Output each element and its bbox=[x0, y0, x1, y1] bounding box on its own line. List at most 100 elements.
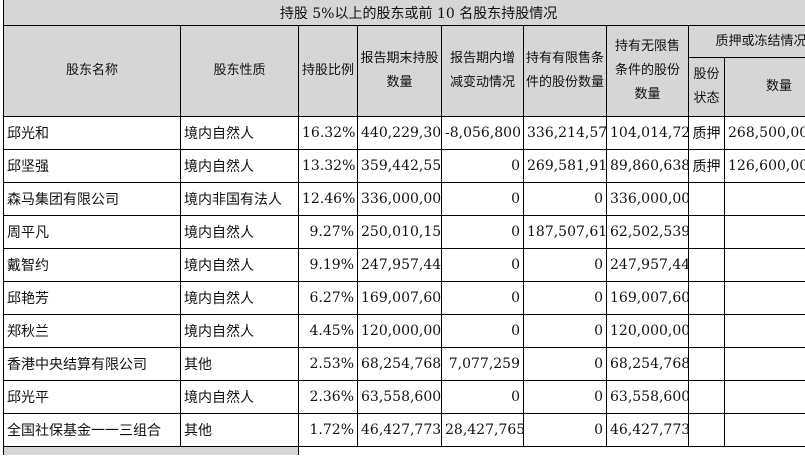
cell-ratio: 12.46% bbox=[298, 182, 358, 216]
cell-unrestricted: 336,000,000 bbox=[606, 182, 689, 216]
cell-pledge-status bbox=[688, 347, 725, 381]
cell-unrestricted: 63,558,600 bbox=[606, 380, 689, 414]
cell-ratio: 16.32% bbox=[298, 116, 358, 150]
cell-name: 周平凡 bbox=[3, 215, 181, 249]
cell-pledge-status: 质押 bbox=[688, 116, 725, 150]
cell-name: 戴智约 bbox=[3, 248, 181, 282]
cell-shares-end: 120,000,000 bbox=[357, 314, 442, 348]
cell-nature: 境内自然人 bbox=[180, 149, 299, 183]
table-row: 戴智约 境内自然人 9.19% 247,957,448 0 0 247,957,… bbox=[3, 248, 805, 282]
header-change-in-period: 报告期内增减变动情况 bbox=[441, 25, 524, 117]
cell-change: 0 bbox=[441, 380, 524, 414]
cell-pledge-status bbox=[688, 380, 725, 414]
cell-restricted: 0 bbox=[523, 380, 607, 414]
cell-pledge-status bbox=[688, 281, 725, 315]
next-section-row bbox=[3, 446, 805, 455]
header-shareholder-name: 股东名称 bbox=[3, 25, 181, 117]
cell-pledge-amount bbox=[723, 182, 805, 216]
cell-restricted: 336,214,575 bbox=[523, 116, 607, 150]
cell-ratio: 2.53% bbox=[298, 347, 358, 381]
cell-nature: 境内自然人 bbox=[180, 116, 299, 150]
cell-change: 7,077,259 bbox=[441, 347, 524, 381]
cell-shares-end: 247,957,448 bbox=[357, 248, 442, 282]
cell-unrestricted: 62,502,539 bbox=[606, 215, 689, 249]
cell-pledge-amount: 268,500,000 bbox=[723, 116, 805, 150]
cell-nature: 境内自然人 bbox=[180, 248, 299, 282]
table-title: 持股 5%以上的股东或前 10 名股东持股情况 bbox=[2, 0, 805, 26]
next-section-header-cell bbox=[3, 446, 299, 455]
cell-ratio: 1.72% bbox=[298, 413, 358, 447]
cell-name: 郑秋兰 bbox=[3, 314, 181, 348]
cell-change: 0 bbox=[441, 215, 524, 249]
cell-name: 邱光和 bbox=[3, 116, 181, 150]
cell-unrestricted: 68,254,768 bbox=[606, 347, 689, 381]
cell-pledge-amount bbox=[723, 215, 805, 249]
cell-nature: 境内自然人 bbox=[180, 215, 299, 249]
cell-restricted: 187,507,616 bbox=[523, 215, 607, 249]
table-row: 森马集团有限公司 境内非国有法人 12.46% 336,000,000 0 0 … bbox=[3, 182, 805, 216]
cell-change: 0 bbox=[441, 182, 524, 216]
cell-ratio: 13.32% bbox=[298, 149, 358, 183]
cell-shares-end: 359,442,552 bbox=[357, 149, 442, 183]
cell-pledge-status bbox=[688, 314, 725, 348]
cell-change: -8,056,800 bbox=[441, 116, 524, 150]
cell-restricted: 0 bbox=[523, 413, 607, 447]
cell-shares-end: 46,427,773 bbox=[357, 413, 442, 447]
cell-shares-end: 250,010,155 bbox=[357, 215, 442, 249]
cell-change: 0 bbox=[441, 248, 524, 282]
table-row: 邱光平 境内自然人 2.36% 63,558,600 0 0 63,558,60… bbox=[3, 380, 805, 414]
cell-change: 0 bbox=[441, 149, 524, 183]
cell-name: 香港中央结算有限公司 bbox=[3, 347, 181, 381]
cell-pledge-amount bbox=[723, 281, 805, 315]
table-row: 邱光和 境内自然人 16.32% 440,229,300 -8,056,800 … bbox=[3, 116, 805, 150]
header-shares-end-period: 报告期末持股数量 bbox=[357, 25, 442, 117]
header-holding-ratio: 持股比例 bbox=[298, 25, 358, 117]
cell-nature: 其他 bbox=[180, 413, 299, 447]
cell-restricted: 0 bbox=[523, 182, 607, 216]
header-pledge-amount: 数量 bbox=[723, 57, 805, 117]
header-unrestricted-shares: 持有无限售条件的股份数量 bbox=[606, 25, 689, 117]
cell-restricted: 0 bbox=[523, 248, 607, 282]
table-row: 邱坚强 境内自然人 13.32% 359,442,552 0 269,581,9… bbox=[3, 149, 805, 183]
cell-name: 邱坚强 bbox=[3, 149, 181, 183]
cell-pledge-amount bbox=[723, 380, 805, 414]
cell-nature: 境内自然人 bbox=[180, 281, 299, 315]
table-row: 郑秋兰 境内自然人 4.45% 120,000,000 0 0 120,000,… bbox=[3, 314, 805, 348]
cell-restricted: 0 bbox=[523, 314, 607, 348]
table-row: 周平凡 境内自然人 9.27% 250,010,155 0 187,507,61… bbox=[3, 215, 805, 249]
blank-cell bbox=[298, 446, 805, 455]
cell-restricted: 269,581,914 bbox=[523, 149, 607, 183]
cell-pledge-amount bbox=[723, 413, 805, 447]
cell-unrestricted: 89,860,638 bbox=[606, 149, 689, 183]
cell-pledge-status bbox=[688, 248, 725, 282]
cell-change: 0 bbox=[441, 314, 524, 348]
table-row: 全国社保基金一一三组合 其他 1.72% 46,427,773 28,427,7… bbox=[3, 413, 805, 447]
cell-unrestricted: 104,014,725 bbox=[606, 116, 689, 150]
cell-unrestricted: 247,957,448 bbox=[606, 248, 689, 282]
cell-shares-end: 63,558,600 bbox=[357, 380, 442, 414]
cell-nature: 境内自然人 bbox=[180, 314, 299, 348]
cell-unrestricted: 46,427,773 bbox=[606, 413, 689, 447]
cell-pledge-amount bbox=[723, 248, 805, 282]
cell-change: 28,427,765 bbox=[441, 413, 524, 447]
cell-name: 全国社保基金一一三组合 bbox=[3, 413, 181, 447]
header-restricted-shares: 持有有限售条件的股份数量 bbox=[523, 25, 607, 117]
cell-ratio: 9.27% bbox=[298, 215, 358, 249]
cell-ratio: 6.27% bbox=[298, 281, 358, 315]
cell-ratio: 9.19% bbox=[298, 248, 358, 282]
cell-pledge-amount: 126,600,000 bbox=[723, 149, 805, 183]
cell-nature: 境内自然人 bbox=[180, 380, 299, 414]
cell-pledge-amount bbox=[723, 347, 805, 381]
cell-pledge-status: 质押 bbox=[688, 149, 725, 183]
table-row: 邱艳芳 境内自然人 6.27% 169,007,600 0 0 169,007,… bbox=[3, 281, 805, 315]
cell-shares-end: 68,254,768 bbox=[357, 347, 442, 381]
cell-ratio: 4.45% bbox=[298, 314, 358, 348]
cell-restricted: 0 bbox=[523, 347, 607, 381]
cell-nature: 境内非国有法人 bbox=[180, 182, 299, 216]
cell-shares-end: 169,007,600 bbox=[357, 281, 442, 315]
cell-name: 森马集团有限公司 bbox=[3, 182, 181, 216]
cell-name: 邱光平 bbox=[3, 380, 181, 414]
header-pledge-status: 股份状态 bbox=[688, 57, 725, 117]
